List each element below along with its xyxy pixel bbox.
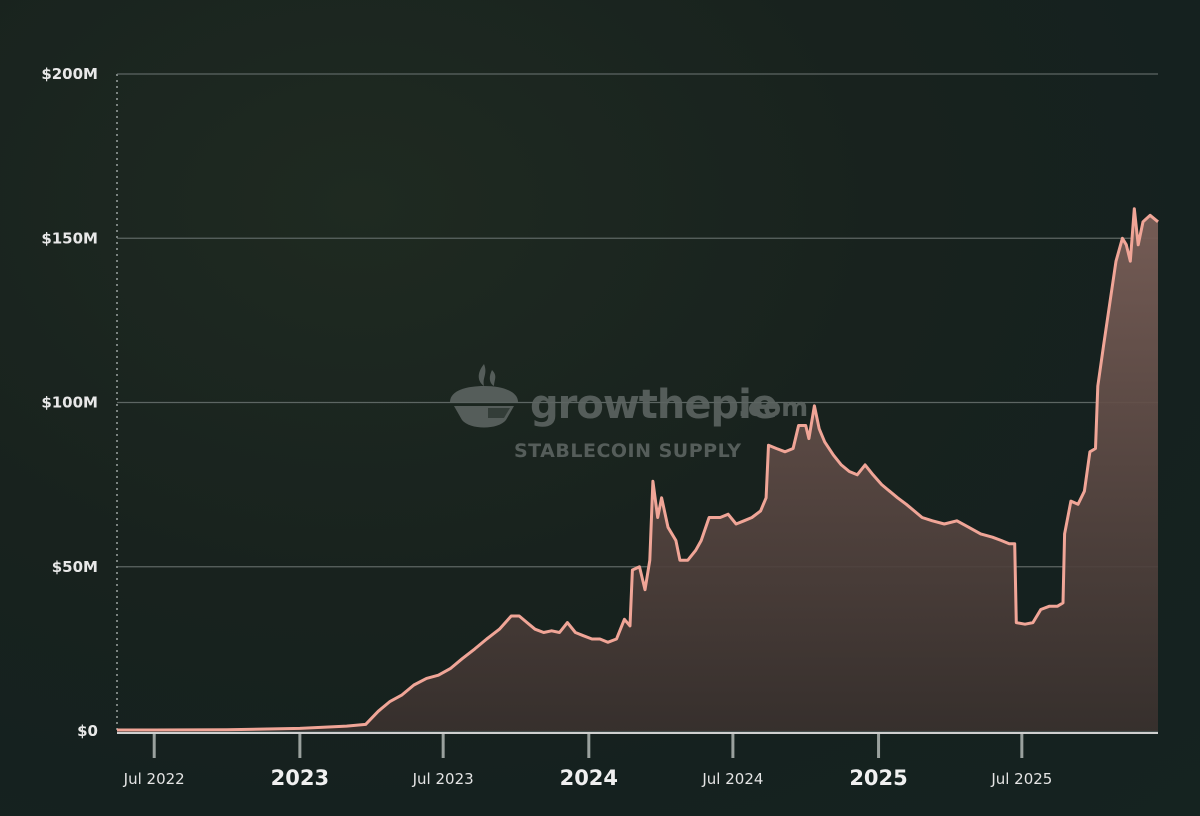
watermark-domain: .com <box>738 393 808 423</box>
supply-line <box>117 207 1159 732</box>
x-axis: Jul 2022 2023 Jul 2023 2024 Jul 2024 2025 Jul … <box>117 732 1158 790</box>
watermark-subtitle: STABLECOIN SUPPLY <box>514 440 742 462</box>
supply-area <box>117 208 1158 731</box>
x-tick-label: 2025 <box>849 766 907 790</box>
y-tick-label: $200M <box>41 65 98 83</box>
x-tick-label: 2024 <box>560 766 618 790</box>
watermark: growthepie .com STABLECOIN SUPPLY <box>450 364 808 462</box>
x-tick-label: 2023 <box>271 766 329 790</box>
y-axis: $0 $50M $100M $150M $200M <box>41 65 98 740</box>
x-tick-label: Jul 2023 <box>412 770 474 788</box>
y-tick-label: $0 <box>77 722 98 740</box>
y-tick-label: $150M <box>41 229 98 247</box>
watermark-brand: growthepie <box>530 382 777 428</box>
y-tick-label: $50M <box>52 558 98 576</box>
x-tick-label: Jul 2022 <box>123 770 185 788</box>
y-tick-label: $100M <box>41 394 98 412</box>
pie-logo-icon <box>450 364 518 428</box>
x-tick-label: Jul 2024 <box>701 770 763 788</box>
x-tick-label: Jul 2025 <box>990 770 1052 788</box>
